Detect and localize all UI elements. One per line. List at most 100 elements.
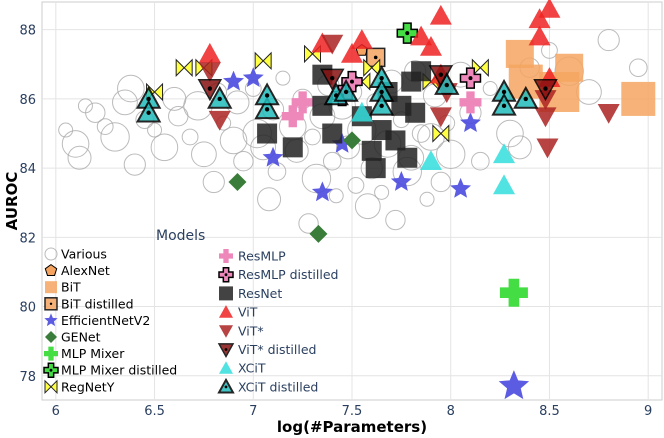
legend-item-label: ViT*: [238, 323, 264, 338]
resnet-marker: [257, 123, 278, 144]
xcit-distilled-marker: [333, 78, 359, 102]
xcit-distilled-marker: [254, 82, 280, 106]
various-marker: [597, 28, 620, 52]
x-tick-label: 9: [644, 404, 652, 419]
various-marker: [257, 187, 282, 212]
resnet-marker: [411, 61, 432, 82]
various-marker: [96, 118, 114, 135]
legend-item-label: BiT: [61, 280, 81, 295]
various-marker: [191, 141, 217, 168]
various-marker: [471, 151, 490, 171]
various-marker: [117, 74, 145, 103]
vit-marker: [341, 42, 363, 63]
x-axis-title: log(#Parameters): [277, 418, 427, 436]
resmlp-marker: [459, 91, 482, 114]
vit-distilled-marker: [533, 78, 558, 102]
efficientnetv2-marker: [262, 146, 284, 167]
regnety-marker: [363, 58, 381, 77]
vit-marker: [350, 29, 373, 49]
vit-marker: [198, 62, 221, 83]
y-tick-label: 88: [19, 24, 36, 39]
legend-item-label: XCiT distilled: [238, 379, 318, 394]
genet-marker: [228, 172, 247, 191]
xcit-distilled-marker: [513, 85, 539, 109]
vit-distilled-marker: [197, 78, 223, 102]
bit-marker: [621, 81, 656, 116]
xcit-marker: [419, 150, 442, 170]
various-marker: [436, 139, 466, 169]
resnet-marker: [361, 140, 382, 161]
legend-efficientnetv2-icon: [44, 313, 58, 327]
resnet-marker: [365, 158, 386, 179]
resmlp-distilled-marker: [341, 70, 363, 93]
y-axis-title: AUROC: [3, 172, 21, 231]
efficientnetv2-marker: [450, 177, 472, 198]
xcit-distilled-marker: [254, 96, 280, 120]
legend-item-label: Various: [61, 247, 107, 262]
vit-marker: [198, 42, 221, 63]
y-tick-label: 80: [19, 301, 36, 316]
regnety-marker: [254, 51, 272, 71]
vit-marker: [208, 110, 231, 131]
various-marker: [411, 124, 431, 143]
legend-resnet-icon: [219, 286, 233, 301]
various-marker: [419, 191, 435, 207]
resnet-marker: [282, 137, 303, 158]
legend-various-icon: [44, 247, 58, 261]
legend-vit-icon: [219, 325, 233, 338]
efficientnetv2-marker: [460, 112, 481, 133]
resnet-marker: [405, 102, 426, 123]
various-marker: [77, 98, 93, 114]
legend-item-label: ViT* distilled: [238, 342, 316, 357]
various-marker: [67, 145, 92, 170]
bit-marker: [555, 53, 584, 82]
vit-marker: [536, 138, 559, 159]
y-tick-label: 86: [19, 93, 36, 108]
various-marker: [233, 151, 254, 172]
various-marker: [496, 119, 524, 148]
resnet-marker: [385, 130, 406, 151]
various-marker: [100, 122, 130, 152]
y-tick-label: 84: [19, 162, 36, 177]
vit-marker: [429, 4, 452, 25]
various-marker: [58, 122, 74, 138]
xcit-marker: [493, 143, 516, 164]
legend-item-label: AlexNet: [61, 263, 110, 278]
various-marker: [507, 135, 532, 160]
various-marker: [328, 188, 344, 204]
legend-item-label: BiT distilled: [61, 296, 134, 311]
legend-item-label: MLP Mixer: [61, 346, 125, 361]
vit-marker: [528, 25, 551, 46]
regnety-marker: [432, 124, 450, 143]
legend-title: Models: [156, 228, 205, 244]
legend-vit-distilled-icon: [217, 343, 235, 359]
x-tick-label: 8: [447, 404, 455, 419]
legend-item-label: ResMLP: [238, 249, 286, 264]
various-marker: [202, 170, 225, 194]
xcit-distilled-marker: [207, 85, 233, 109]
legend-resmlp-distilled-icon: [218, 266, 234, 283]
various-marker: [322, 151, 342, 171]
various-marker: [385, 209, 406, 231]
various-marker: [354, 193, 381, 220]
legend-vit-icon: [219, 305, 233, 318]
genet-marker: [343, 131, 361, 150]
legend-item-label: MLP Mixer distilled: [61, 363, 177, 378]
vit-distilled-marker: [319, 68, 345, 91]
legend-item-label: RegNetY: [61, 379, 115, 394]
x-tick-label: 8.5: [539, 404, 560, 419]
mlp-mixer-distilled-marker: [396, 22, 419, 44]
xcit-distilled-marker: [491, 92, 517, 116]
gridlines: [42, 2, 662, 400]
vit-marker: [429, 107, 452, 128]
y-tick-label: 82: [19, 231, 36, 246]
legend-mlp-mixer-icon: [44, 346, 58, 361]
various-marker: [347, 177, 365, 194]
efficientnetv2-marker: [498, 370, 530, 400]
legend-bit-distilled-icon: [44, 297, 58, 311]
vit-marker: [534, 107, 557, 128]
efficientnetv2-marker: [311, 181, 333, 202]
resmlp-distilled-marker: [459, 67, 482, 89]
resnet-marker: [397, 147, 418, 168]
